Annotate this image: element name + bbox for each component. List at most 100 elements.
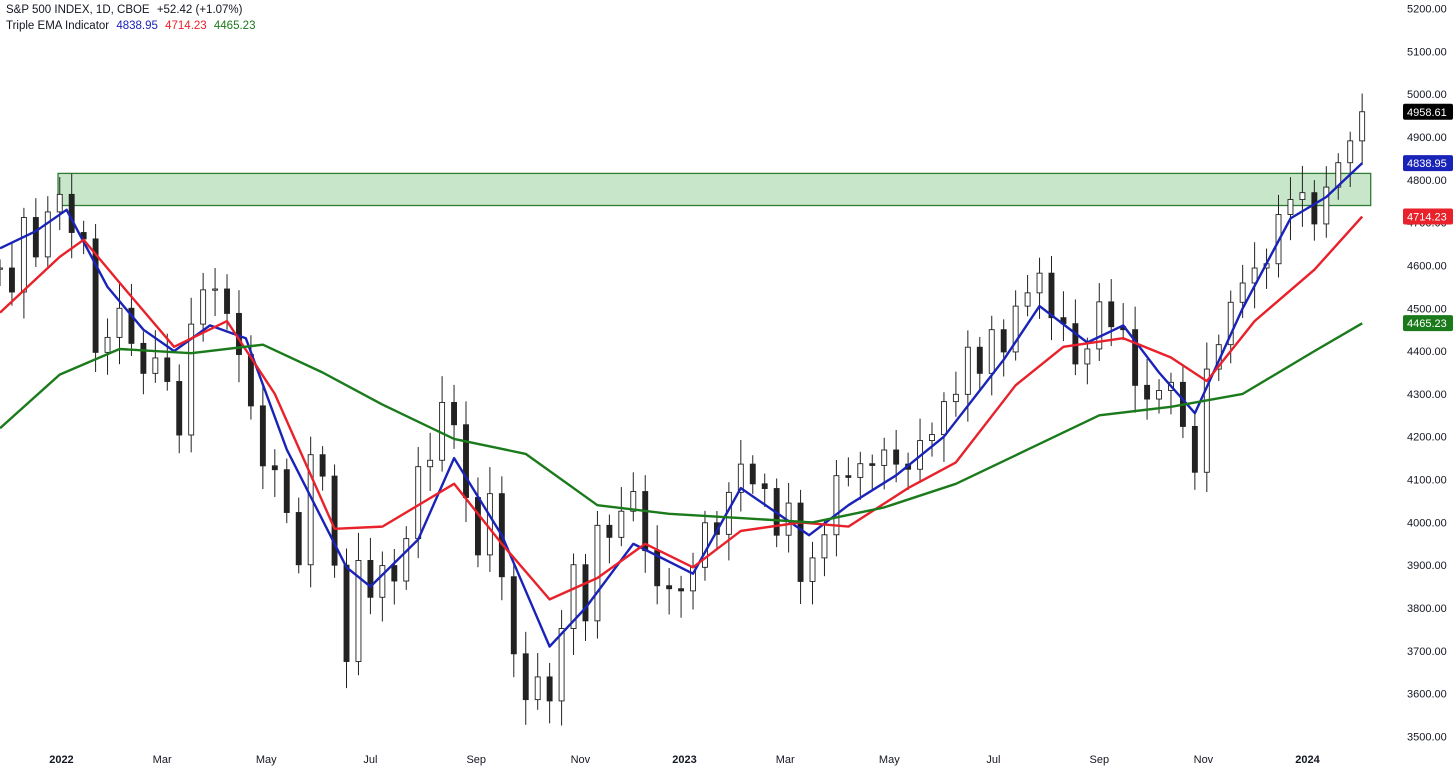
candle — [319, 446, 326, 491]
candle — [785, 483, 792, 553]
time-tick-label: May — [879, 754, 900, 766]
candle-body — [1251, 267, 1258, 284]
candle-body — [809, 557, 816, 582]
time-tick-label: 2022 — [49, 754, 73, 766]
candle-body — [1311, 192, 1318, 225]
candle-body — [331, 475, 338, 566]
candle — [283, 458, 290, 524]
price-tick-label: 4500.00 — [1407, 303, 1447, 315]
last-price-tag: 4958.61 — [1403, 103, 1453, 120]
candle-body — [140, 342, 147, 374]
candle-body — [1299, 192, 1306, 200]
candle-body — [200, 289, 207, 325]
symbol-line: S&P 500 INDEX, 1D, CBOE — [6, 4, 150, 16]
candle-body — [164, 357, 171, 382]
candle-body — [881, 449, 888, 466]
candle-body — [1048, 272, 1055, 319]
candle-body — [869, 463, 876, 466]
candle-body — [642, 491, 649, 552]
resistance-zone-layer — [57, 172, 1372, 207]
candle — [331, 464, 338, 578]
candle — [702, 510, 708, 581]
candle-body — [797, 502, 804, 582]
candle-body — [630, 491, 637, 512]
candle — [1084, 337, 1091, 385]
candle-body — [1323, 186, 1330, 225]
candle-body — [976, 346, 983, 374]
candle — [510, 564, 517, 678]
candle-body — [522, 653, 529, 701]
candle-body — [1347, 140, 1354, 164]
candle — [474, 477, 481, 568]
time-tick-label: Mar — [153, 754, 172, 766]
candle-body — [1132, 329, 1139, 386]
candle — [164, 333, 171, 391]
candle-body — [415, 466, 422, 540]
time-tick-label: 2023 — [672, 754, 696, 766]
candle-body — [427, 459, 434, 468]
candle-body — [463, 424, 469, 498]
candle-body — [44, 211, 51, 258]
candle-body — [594, 524, 601, 622]
candle-body — [952, 393, 959, 403]
candle — [845, 457, 852, 487]
time-axis[interactable]: 2022 Mar May Jul Sep Nov 2023 Mar May Jul Sep Nov 20… — [49, 754, 1320, 766]
time-tick-label: Nov — [1194, 754, 1214, 766]
candle — [654, 525, 661, 605]
candle — [439, 376, 446, 472]
candle-body — [737, 463, 744, 493]
candle — [104, 318, 111, 375]
candle-body — [343, 564, 350, 662]
candle — [929, 422, 935, 457]
candle — [1323, 166, 1330, 238]
candle-body — [558, 628, 565, 702]
price-axis[interactable]: 5200.005100.005000.004900.004800.004700.… — [1407, 4, 1447, 744]
candle-body — [32, 217, 39, 258]
candle — [1311, 180, 1318, 241]
price-tick-label: 3600.00 — [1407, 689, 1447, 701]
candle-body — [546, 676, 553, 702]
candle-body — [104, 336, 111, 353]
candle — [56, 177, 63, 231]
candle — [749, 455, 756, 494]
candle-body — [8, 267, 15, 293]
candle-body — [403, 538, 410, 582]
candle — [940, 392, 947, 462]
candle — [1299, 165, 1306, 227]
ema-mid-tag-bg — [1403, 208, 1453, 225]
candle-body — [212, 288, 219, 291]
last-price-tag-label: 4958.61 — [1407, 107, 1447, 119]
candle — [1012, 290, 1019, 361]
ema-lines-layer — [0, 162, 1364, 648]
candle-body — [988, 329, 995, 374]
candle — [988, 315, 995, 396]
candle — [905, 452, 912, 491]
candle — [725, 482, 732, 561]
ema-slow-line — [0, 322, 1363, 524]
candle-body — [367, 560, 374, 598]
candle — [0, 259, 3, 287]
candle — [140, 331, 147, 395]
candle-body — [1024, 292, 1031, 307]
price-tick-label: 3900.00 — [1407, 560, 1447, 572]
ema-fast-tag-label: 4838.95 — [1407, 158, 1447, 170]
candle-body — [355, 560, 362, 662]
candle — [1096, 283, 1103, 361]
time-tick-label: Sep — [466, 754, 486, 766]
time-tick-label: Jul — [363, 754, 377, 766]
candle — [355, 532, 362, 676]
price-tick-label: 4800.00 — [1407, 175, 1447, 187]
candle-body — [1239, 282, 1246, 303]
time-tick-label: May — [256, 754, 277, 766]
candles-layer — [0, 93, 1366, 726]
candle-body — [964, 346, 971, 395]
candle — [833, 460, 840, 557]
time-tick-label: Nov — [571, 754, 591, 766]
candle-body — [678, 588, 685, 592]
ema-fast-tag-bg — [1403, 155, 1453, 172]
candle-body — [68, 193, 75, 233]
time-tick-label: Sep — [1089, 754, 1109, 766]
price-tick-label: 3700.00 — [1407, 646, 1447, 658]
candle — [821, 519, 828, 577]
